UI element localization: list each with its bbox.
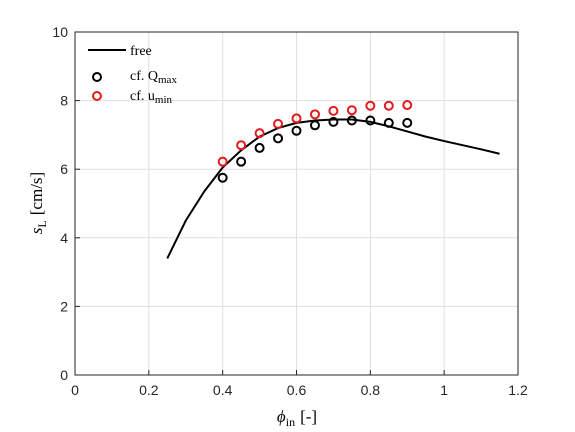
legend-label-u-min-sub: min	[155, 94, 173, 106]
x-tick-label: 1.2	[508, 382, 528, 398]
legend-label-q-max: cf. Qmax	[130, 69, 177, 86]
data-point-q-max	[273, 133, 284, 144]
data-point-u-min	[346, 105, 357, 116]
y-axis-label-unit: [cm/s]	[27, 172, 46, 215]
x-tick-label: 1	[440, 382, 448, 398]
data-point-u-min	[291, 113, 302, 124]
x-tick-label: 0.2	[139, 382, 159, 398]
x-tick-label: 0.8	[361, 382, 381, 398]
y-tick-label: 4	[60, 230, 68, 246]
data-point-q-max	[291, 125, 302, 136]
legend-marker-q-max	[92, 72, 102, 82]
y-tick-label: 10	[52, 24, 68, 40]
y-tick-label: 6	[60, 161, 68, 177]
legend-label-q-max-main: cf. Q	[130, 69, 158, 84]
y-axis-label-sub: L	[35, 220, 49, 227]
data-point-u-min	[328, 105, 339, 116]
legend-label-u-min: cf. umin	[130, 89, 173, 106]
data-point-u-min	[402, 100, 413, 111]
data-point-q-max	[236, 156, 247, 167]
data-point-q-max	[328, 116, 339, 127]
legend-label-q-max-sub: max	[158, 74, 177, 86]
data-point-u-min	[217, 156, 228, 167]
data-point-u-min	[365, 100, 376, 111]
y-tick-label: 8	[60, 93, 68, 109]
x-axis-label-unit: [-]	[300, 407, 317, 426]
x-axis-label-sub: in	[286, 415, 295, 429]
legend: free cf. Qmax cf. umin	[88, 44, 177, 106]
legend-label-u-min-main: cf. u	[130, 89, 155, 104]
series-line-free	[166, 118, 500, 259]
series-layer	[166, 100, 500, 259]
data-point-q-max	[309, 120, 320, 131]
x-axis-label-main: ϕ	[277, 407, 286, 426]
data-point-q-max	[346, 115, 357, 126]
data-point-q-max	[365, 115, 376, 126]
ticks: 0 0.2 0.4 0.6 0.8 1 1.2 0 2 4 6 8 10	[52, 24, 528, 398]
x-tick-label: 0.4	[213, 382, 233, 398]
x-axis-label: ϕin [-]	[277, 407, 317, 429]
legend-marker-u-min	[92, 91, 102, 101]
x-tick-label: 0	[71, 382, 79, 398]
data-point-u-min	[236, 140, 247, 151]
data-point-u-min	[273, 118, 284, 129]
y-tick-label: 0	[60, 367, 68, 383]
data-point-u-min	[309, 109, 320, 120]
data-point-q-max	[383, 117, 394, 128]
legend-label-free: free	[130, 44, 152, 59]
data-point-q-max	[217, 172, 228, 183]
data-point-q-max	[254, 142, 265, 153]
data-point-u-min	[254, 128, 265, 139]
y-axis-label-main: s	[27, 227, 46, 234]
x-tick-label: 0.6	[287, 382, 307, 398]
data-point-q-max	[402, 117, 413, 128]
data-point-u-min	[383, 100, 394, 111]
y-tick-label: 2	[60, 298, 68, 314]
y-axis-label: sL [cm/s]	[27, 172, 49, 234]
